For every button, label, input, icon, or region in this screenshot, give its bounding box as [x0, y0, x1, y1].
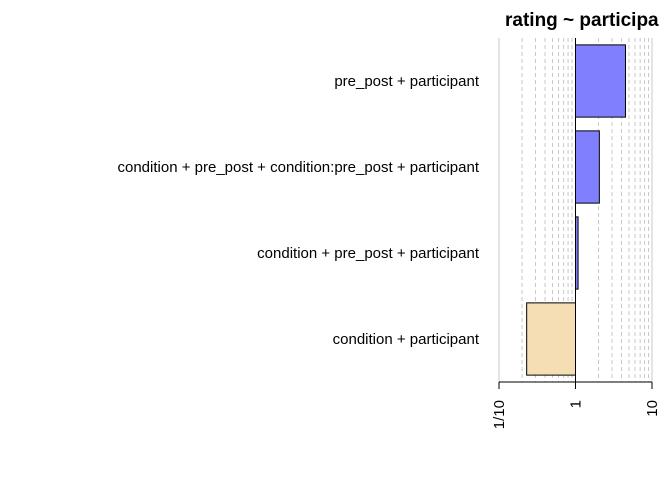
x-tick-label: 10 — [644, 400, 661, 417]
bars — [526, 44, 626, 376]
bar — [575, 130, 600, 204]
category-label: condition + pre_post + condition:pre_pos… — [118, 159, 480, 176]
grid-lines — [498, 38, 653, 382]
category-labels: pre_post + participant condition + pre_po… — [118, 73, 480, 348]
x-axis: 1/10 1 10 — [491, 381, 661, 429]
category-label: condition + pre_post + participant — [257, 245, 480, 262]
x-tick-label: 1 — [568, 400, 585, 408]
category-label: condition + participant — [333, 331, 480, 348]
x-tick-label: 1/10 — [491, 400, 508, 429]
bar — [575, 44, 626, 118]
chart-title: rating ~ participa — [505, 10, 659, 31]
category-label: pre_post + participant — [334, 73, 480, 90]
bar — [526, 302, 576, 376]
